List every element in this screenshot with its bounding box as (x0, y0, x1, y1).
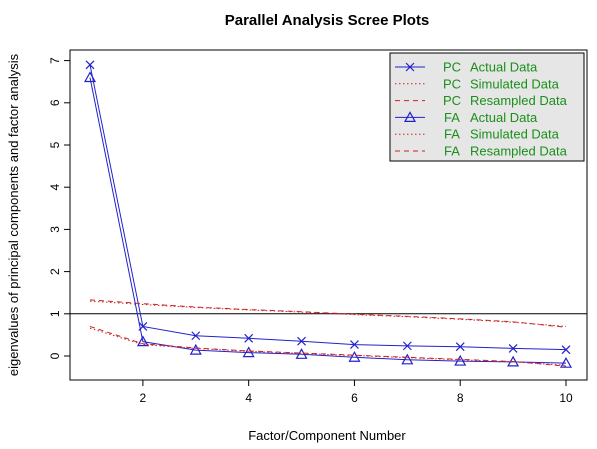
legend-label: Actual Data (470, 60, 538, 75)
data-point (136, 335, 149, 347)
series-line-pc-resampled-data (89, 299, 567, 328)
legend-label: Resampled Data (470, 144, 568, 159)
legend-box (389, 52, 585, 162)
data-point (561, 345, 571, 355)
legend-item: PC Actual Data (395, 60, 538, 75)
data-point (85, 60, 95, 70)
x-tick-label: 6 (351, 391, 358, 405)
y-tick-label: 0 (48, 352, 62, 359)
x-tick-label: 4 (245, 391, 252, 405)
series-line-fa-simulated-data (89, 327, 567, 366)
chart-title: Parallel Analysis Scree Plots (225, 12, 430, 29)
legend-label: Simulated Data (470, 76, 560, 91)
x-axis-label: Factor/Component Number (248, 428, 406, 443)
legend-prefix: PC (443, 76, 461, 91)
x-tick-label: 10 (559, 391, 573, 405)
x-tick-label: 2 (140, 391, 147, 405)
legend-label: Resampled Data (470, 93, 568, 108)
data-point (454, 354, 467, 366)
data-point (348, 351, 361, 362)
legend-item: PC Simulated Data (395, 76, 560, 91)
y-tick-label: 4 (48, 184, 62, 191)
y-tick-label: 5 (48, 141, 62, 148)
legend-item: FA Actual Data (395, 110, 538, 125)
legend-label: Actual Data (470, 110, 538, 125)
legend-prefix: FA (444, 144, 460, 159)
series-line-fa-resampled-data (89, 325, 567, 367)
legend-marker (403, 111, 417, 123)
legend-prefix: PC (443, 93, 461, 108)
legend-prefix: FA (444, 110, 460, 125)
data-point (189, 343, 202, 355)
series-line-pc-actual-data (89, 64, 567, 351)
y-tick-label: 1 (48, 310, 62, 317)
legend-item: FA Simulated Data (395, 127, 560, 142)
y-tick-label: 6 (48, 99, 62, 106)
y-tick-label: 7 (48, 57, 62, 64)
data-point (297, 336, 306, 346)
data-point (244, 333, 254, 343)
y-axis-label: eigenvalues of principal components and … (6, 53, 21, 376)
data-point (242, 346, 255, 358)
plot-frame (69, 49, 588, 381)
data-point (191, 331, 201, 341)
data-point (83, 71, 97, 83)
legend-item: PC Resampled Data (395, 93, 568, 108)
data-point (455, 342, 465, 352)
legend-marker (405, 62, 415, 72)
legend-item: FA Resampled Data (395, 144, 568, 159)
legend-label: Simulated Data (470, 127, 560, 142)
legend-prefix: FA (444, 127, 460, 142)
y-tick-label: 3 (48, 226, 62, 233)
legend-prefix: PC (443, 60, 461, 75)
legend: PC Actual Data PC Simulated Data PC Resampled… (389, 52, 585, 162)
data-point (401, 353, 414, 365)
data-point (402, 341, 412, 351)
x-tick-label: 8 (457, 391, 464, 405)
data-point (508, 343, 518, 353)
y-tick-label: 2 (48, 268, 62, 275)
data-point (350, 340, 359, 350)
data-point (559, 356, 573, 368)
